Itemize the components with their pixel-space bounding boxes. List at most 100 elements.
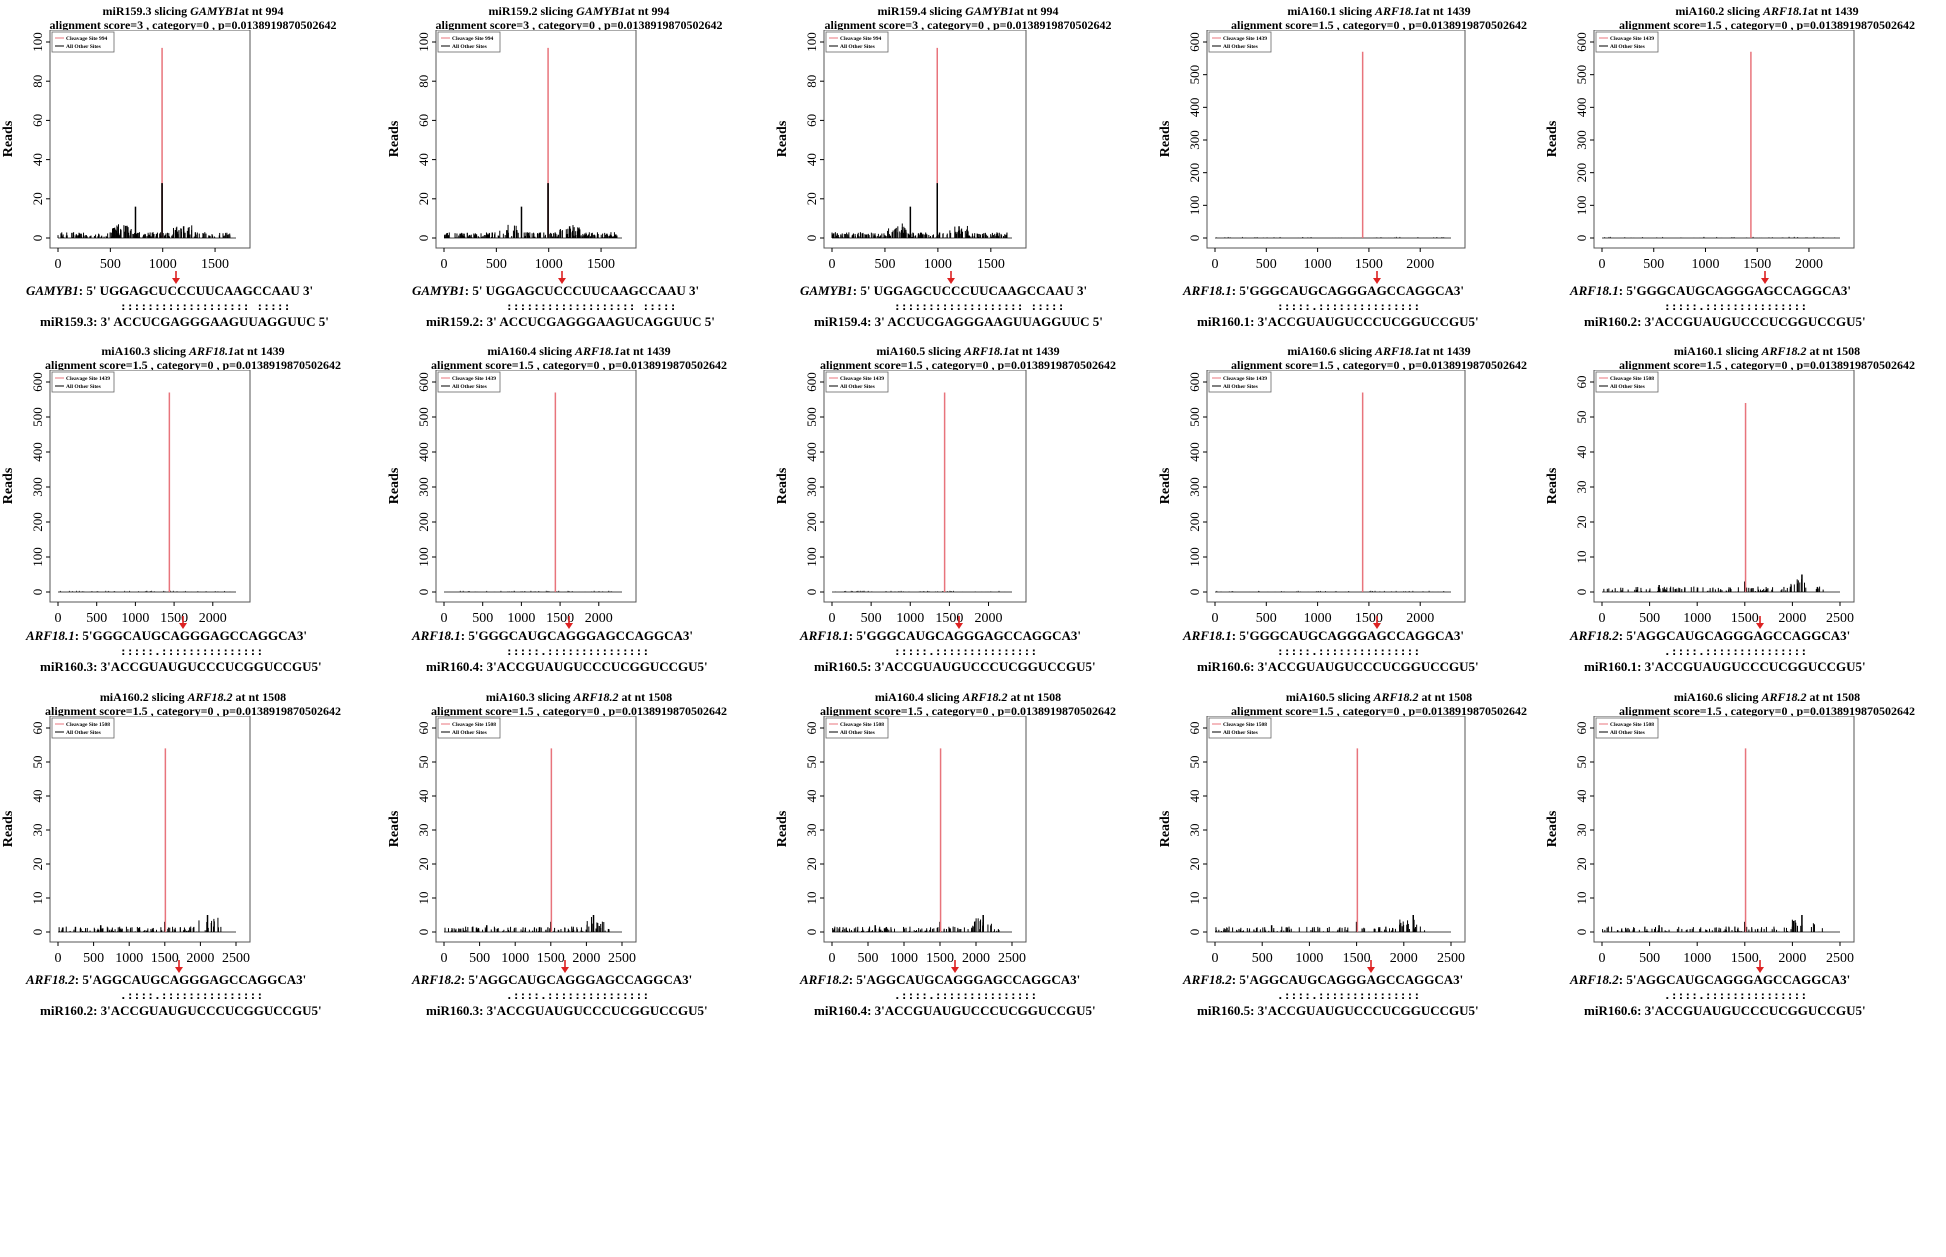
- alignment-block: ARF18.1: 5'GGGCAUGCAGGGAGCCAGGCA3':::::.…: [412, 628, 708, 674]
- title-prefix: miA160.3 slicing: [485, 690, 574, 704]
- target-sequence: : 5'AGGCAUGCAGGGAGCCAGGCA3': [1618, 972, 1851, 987]
- y-tick-label: 600: [804, 372, 819, 392]
- x-tick-label: 1500: [546, 611, 574, 626]
- x-tick-label: 0: [829, 257, 836, 272]
- legend-other-label: All Other Sites: [452, 384, 487, 390]
- y-tick-label: 60: [1574, 722, 1589, 735]
- x-tick-label: 1000: [924, 257, 952, 272]
- legend-other-label: All Other Sites: [452, 44, 487, 50]
- x-tick-label: 2000: [1778, 611, 1806, 626]
- x-tick-label: 2500: [1437, 951, 1465, 966]
- target-sequence: : 5'AGGCAUGCAGGGAGCCAGGCA3': [848, 972, 1081, 987]
- mirna-sequence: : 3'ACCGUAUGUCCCUCGGUCCGU5': [93, 1003, 322, 1018]
- legend-peak-label: Cleavage Site 1508: [1610, 376, 1654, 382]
- y-tick-label: 80: [804, 75, 819, 88]
- alignment-block: ARF18.2: 5'AGGCAUGCAGGGAGCCAGGCA3'.::::.…: [26, 972, 322, 1018]
- pairing-marks: ::::::::::::::::::: :::::: [120, 300, 291, 313]
- x-tick-label: 1000: [1304, 257, 1332, 272]
- title-suffix: at nt 1439: [620, 344, 671, 358]
- legend-box: [437, 371, 501, 393]
- y-tick-label: 200: [1574, 163, 1589, 183]
- x-tick-label: 0: [1212, 257, 1219, 272]
- background-reads: [1603, 578, 1824, 592]
- plot-frame: [823, 370, 1027, 603]
- x-tick-label: 500: [1256, 611, 1277, 626]
- x-tick-label: 2000: [1795, 257, 1823, 272]
- chart-subtitle: alignment score=1.5 , category=0 , p=0.0…: [431, 704, 727, 718]
- title-prefix: miA160.5 slicing: [876, 344, 964, 358]
- x-tick-label: 0: [1212, 611, 1219, 626]
- x-tick-label: 500: [469, 951, 490, 966]
- x-tick-label: 2000: [975, 611, 1003, 626]
- chart-subtitle: alignment score=3 , category=0 , p=0.013…: [435, 18, 723, 32]
- y-tick-label: 40: [30, 790, 45, 803]
- plot-frame: [435, 30, 637, 249]
- x-tick-label: 1500: [1343, 951, 1371, 966]
- y-tick-label: 600: [416, 372, 431, 392]
- legend-box: [1208, 371, 1272, 393]
- y-tick-label: 100: [416, 32, 431, 52]
- y-tick-label: 50: [1574, 756, 1589, 769]
- background-reads: [57, 224, 233, 238]
- target-sequence: : 5'GGGCAUGCAGGGAGCCAGGCA3': [1231, 283, 1464, 298]
- title-prefix: miA160.4 slicing: [487, 344, 575, 358]
- title-suffix: at nt 1439: [1009, 344, 1060, 358]
- plot-frame: [1206, 370, 1466, 603]
- legend-box: [1208, 717, 1272, 739]
- pairing-marks: .::::.:::::::::::::::: [506, 989, 650, 1002]
- title-suffix: at nt 1508: [1418, 690, 1473, 704]
- alignment-block: GAMYB1: 5' UGGAGCUCCCUUCAAGCCAAU 3':::::…: [26, 283, 329, 329]
- target-name: ARF18.2: [412, 972, 461, 987]
- target-name: ARF18.1: [1183, 283, 1232, 298]
- x-tick-label: 1000: [507, 611, 535, 626]
- legend-box: [1208, 31, 1272, 53]
- title-gene: GAMYB1: [576, 4, 625, 18]
- legend-box: [51, 717, 115, 739]
- title-suffix: at nt 994: [238, 4, 284, 18]
- background-reads: [446, 590, 613, 592]
- x-tick-label: 2000: [1406, 257, 1434, 272]
- chart-title: miR159.4 slicing GAMYB1at nt 994 alignmen…: [818, 4, 1118, 32]
- y-tick-label: 40: [1187, 790, 1202, 803]
- y-tick-label: 100: [1187, 547, 1202, 567]
- x-tick-label: 2000: [1390, 951, 1418, 966]
- title-gene: GAMYB1: [190, 4, 239, 18]
- y-tick-label: 10: [804, 892, 819, 905]
- title-gene: GAMYB1: [965, 4, 1014, 18]
- y-axis-label: Reads: [1, 120, 16, 157]
- y-tick-label: 10: [1574, 551, 1589, 564]
- title-gene: ARF18.1: [963, 344, 1009, 358]
- pairing-marks: :::::.:::::::::::::::: [120, 645, 264, 658]
- y-tick-label: 0: [30, 929, 45, 936]
- chart-title: miA160.6 slicing ARF18.1at nt 1439 alignm…: [1214, 344, 1544, 372]
- y-tick-label: 50: [30, 756, 45, 769]
- legend-box: [437, 717, 501, 739]
- chart-title: miA160.4 slicing ARF18.2 at nt 1508 align…: [818, 690, 1118, 718]
- plot-svg: 0 10 20 30 40 50 60 Reads 0 500 1000 1500 2000 2500 Cl…: [387, 716, 637, 966]
- alignment-block: ARF18.1: 5'GGGCAUGCAGGGAGCCAGGCA3':::::.…: [1183, 628, 1479, 674]
- pairing-marks: :::::.:::::::::::::::: [1664, 300, 1808, 313]
- x-tick-label: 500: [472, 611, 493, 626]
- title-gene: ARF18.1: [188, 344, 234, 358]
- mirna-sequence: : 3'ACCGUAUGUCCCUCGGUCCGU5': [93, 659, 322, 674]
- x-tick-label: 1500: [151, 951, 179, 966]
- mirna-name: miR160.5: [814, 659, 868, 674]
- pairing-marks: :::::.:::::::::::::::: [894, 645, 1038, 658]
- y-tick-label: 30: [416, 824, 431, 837]
- y-tick-label: 40: [416, 790, 431, 803]
- x-tick-label: 500: [858, 951, 879, 966]
- title-suffix: at nt 1439: [1420, 4, 1471, 18]
- cleavage-arrow-icon: [947, 271, 956, 284]
- x-tick-label: 0: [1599, 257, 1606, 272]
- x-tick-label: 1500: [1355, 257, 1383, 272]
- legend-peak-label: Cleavage Site 994: [452, 36, 493, 42]
- legend: Cleavage Site 1508 All Other Sites: [825, 717, 889, 739]
- legend: Cleavage Site 994 All Other Sites: [51, 31, 115, 53]
- x-tick-label: 2000: [1406, 611, 1434, 626]
- chart-subtitle: alignment score=1.5 , category=0 , p=0.0…: [820, 358, 1116, 372]
- y-tick-label: 20: [1187, 858, 1202, 871]
- alignment-block: ARF18.2: 5'AGGCAUGCAGGGAGCCAGGCA3'.::::.…: [1570, 628, 1866, 674]
- y-tick-label: 60: [416, 722, 431, 735]
- y-axis-label: Reads: [1545, 120, 1560, 157]
- target-sequence: : 5'GGGCAUGCAGGGAGCCAGGCA3': [848, 628, 1081, 643]
